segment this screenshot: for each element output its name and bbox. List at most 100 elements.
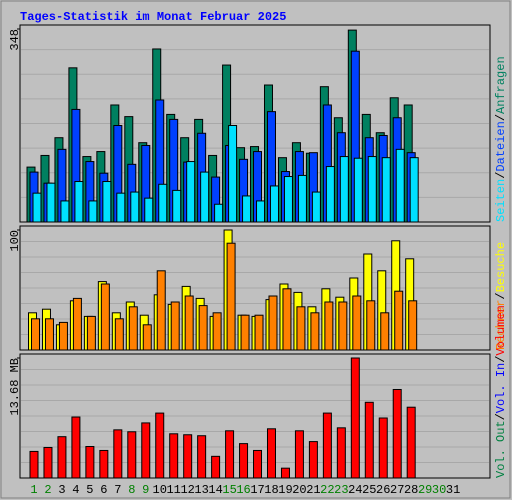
x-tick-label: 8	[128, 483, 135, 497]
bar	[366, 300, 376, 351]
bar	[141, 422, 151, 479]
bar	[280, 467, 290, 479]
bar	[254, 314, 264, 351]
x-tick-label: 26	[376, 483, 390, 497]
bar	[44, 318, 54, 351]
legend-separator: /	[494, 114, 508, 121]
x-tick-label: 15	[222, 483, 236, 497]
bar	[338, 301, 348, 351]
legend: Seiten/Dateien/Anfragen	[494, 56, 508, 222]
bar	[364, 401, 374, 479]
x-tick-label: 3	[58, 483, 65, 497]
bar	[297, 174, 307, 223]
bar	[100, 283, 110, 351]
bar	[352, 295, 362, 351]
bar	[339, 156, 349, 223]
bar	[57, 436, 67, 479]
bar	[296, 306, 306, 351]
x-tick-label: 27	[390, 483, 404, 497]
bar	[308, 441, 318, 479]
bar	[311, 191, 321, 223]
bar	[88, 200, 98, 223]
x-tick-label: 2	[44, 483, 51, 497]
bar	[324, 301, 334, 351]
bar	[128, 306, 138, 351]
x-tick-label: 31	[446, 483, 460, 497]
bar	[31, 318, 40, 351]
bar	[325, 166, 335, 223]
bar	[378, 417, 388, 479]
bar	[408, 300, 418, 351]
legend-entry: Seiten	[494, 179, 508, 222]
bar	[395, 148, 405, 223]
legend-entry: Rechner	[494, 300, 508, 350]
bar	[212, 312, 222, 351]
bar	[114, 318, 124, 351]
bar	[156, 270, 166, 351]
bar	[381, 157, 391, 223]
bar	[130, 191, 140, 223]
legend-entry: Dateien	[494, 121, 508, 171]
x-tick-label: 6	[100, 483, 107, 497]
bar	[184, 295, 194, 351]
bar	[198, 305, 208, 351]
bar	[268, 295, 278, 351]
bar	[172, 189, 182, 223]
bar	[43, 446, 53, 479]
bar	[406, 406, 416, 479]
bar	[46, 182, 56, 223]
bar	[169, 433, 179, 479]
x-tick-label: 12	[180, 483, 194, 497]
bar	[228, 125, 238, 223]
legend-separator: /	[494, 356, 508, 363]
x-tick-label: 17	[250, 483, 264, 497]
bar	[253, 449, 263, 479]
bar	[266, 428, 276, 479]
bar	[242, 195, 252, 223]
legend-entry: Volumen	[494, 305, 508, 355]
bar	[394, 290, 404, 351]
x-tick-label: 24	[348, 483, 362, 497]
bar	[32, 192, 42, 223]
bar	[269, 185, 279, 223]
x-tick-label: 28	[404, 483, 418, 497]
bar	[29, 450, 39, 479]
x-tick-label: 22	[320, 483, 334, 497]
bar	[72, 297, 82, 351]
legend-separator: /	[494, 172, 508, 179]
bar	[239, 443, 249, 479]
legend-entry: Vol. In	[494, 363, 508, 413]
x-tick-label: 16	[236, 483, 250, 497]
bar	[225, 430, 235, 479]
bar	[392, 388, 402, 479]
bar	[310, 312, 320, 351]
bar	[350, 357, 360, 479]
bar	[322, 412, 332, 479]
x-tick-label: 25	[362, 483, 376, 497]
x-tick-label: 5	[86, 483, 93, 497]
bar	[283, 176, 293, 223]
bar	[282, 288, 292, 351]
x-tick-label: 1	[30, 483, 37, 497]
bar	[200, 171, 210, 223]
x-tick-label: 4	[72, 483, 79, 497]
bar	[99, 449, 109, 479]
x-tick-label: 9	[142, 483, 149, 497]
bar	[186, 161, 196, 223]
x-tick-label: 13	[194, 483, 208, 497]
x-tick-label: 29	[418, 483, 432, 497]
bar	[353, 157, 363, 223]
bar	[367, 156, 377, 223]
x-tick-label: 7	[114, 483, 121, 497]
bar	[102, 181, 112, 223]
y-tick-label: 13.68 MB	[8, 358, 22, 416]
legend: Rechner/Besuche	[494, 242, 508, 350]
legend-separator: /	[494, 292, 508, 299]
legend-entry: Anfragen	[494, 56, 508, 114]
bar	[158, 183, 168, 223]
legend: Vol. Out/Vol. In/Volumen	[494, 305, 508, 478]
x-tick-label: 14	[208, 483, 222, 497]
bar	[74, 181, 84, 223]
bar	[226, 242, 236, 351]
bar	[294, 430, 304, 479]
